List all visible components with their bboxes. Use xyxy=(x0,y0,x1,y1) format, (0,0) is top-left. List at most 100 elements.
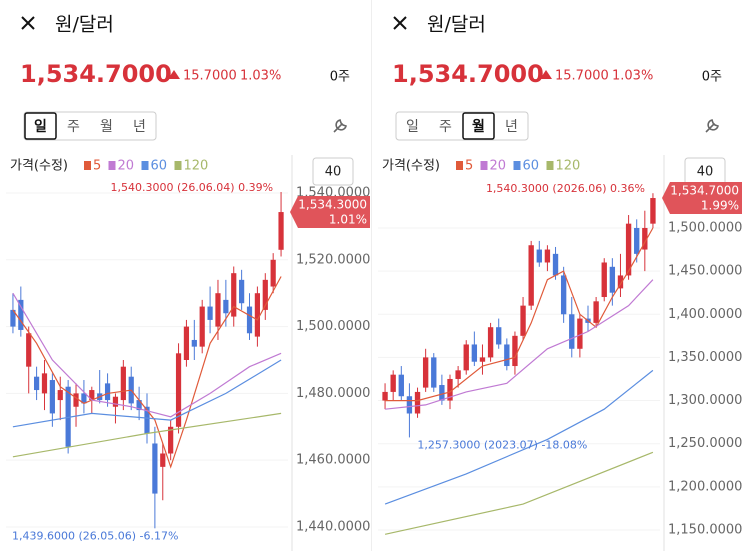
min-price-label: 1,257.3000 (2023.07) -18.08% xyxy=(417,438,587,451)
y-tick-label: 1,350.0000 xyxy=(668,350,742,365)
period-button[interactable]: 일 xyxy=(34,119,47,135)
candle-body xyxy=(382,391,388,401)
holdings: 0주 xyxy=(702,70,722,85)
price: 1,534.7000 xyxy=(20,60,172,88)
candle-body xyxy=(26,333,32,367)
candle-body xyxy=(512,335,518,367)
legend-label: 20 xyxy=(490,159,507,174)
period-button[interactable]: 주 xyxy=(67,119,80,135)
close-icon[interactable] xyxy=(393,16,407,30)
change-pct: 1.03% xyxy=(240,69,281,84)
settings-icon[interactable] xyxy=(705,119,719,133)
current-price-tag xyxy=(662,182,742,215)
zoom-box[interactable] xyxy=(312,157,354,186)
legend-swatch xyxy=(513,161,521,170)
candle-body xyxy=(642,227,648,250)
candle-body xyxy=(199,306,205,347)
candle-body xyxy=(215,293,221,327)
legend-swatch xyxy=(456,161,463,170)
candle-body xyxy=(136,400,142,411)
period-button[interactable]: 월 xyxy=(472,118,485,135)
candle-body xyxy=(246,306,253,334)
max-price-label: 1,540.3000 (2026.06) 0.36% xyxy=(486,182,645,195)
candle-body xyxy=(18,299,24,330)
moving-average-line xyxy=(385,227,654,402)
candle-body xyxy=(191,339,197,347)
candle-body xyxy=(390,374,396,392)
candle-body xyxy=(552,253,559,276)
min-price-label: 1,439.6000 (26.05.06) -6.17% xyxy=(12,529,178,542)
candle-body xyxy=(634,227,640,254)
candle-body xyxy=(81,393,87,404)
period-button[interactable]: 주 xyxy=(439,119,452,135)
candle-body xyxy=(609,266,616,293)
legend-label: 5 xyxy=(465,159,473,174)
candle-body xyxy=(33,376,40,391)
legend-swatch xyxy=(546,161,554,170)
y-tick-label: 1,500.0000 xyxy=(296,319,370,334)
title: 원/달러 xyxy=(55,14,114,36)
candle-body xyxy=(414,391,421,414)
current-price: 1,534.7000 xyxy=(670,184,739,198)
close-icon[interactable] xyxy=(21,16,35,30)
candle-body xyxy=(57,390,63,401)
y-tick-label: 1,250.0000 xyxy=(668,436,742,451)
candle-body xyxy=(447,378,453,401)
change: 15.7000 xyxy=(183,69,237,84)
y-tick-label: 1,200.0000 xyxy=(668,479,742,494)
candle-body xyxy=(398,374,404,397)
holdings: 0주 xyxy=(330,70,350,85)
legend-label: 120 xyxy=(184,159,209,174)
y-tick-label: 1,450.0000 xyxy=(668,264,742,279)
price: 1,534.7000 xyxy=(392,60,544,88)
candle-body xyxy=(49,380,55,414)
candle-body xyxy=(239,279,245,304)
period-active xyxy=(24,112,57,140)
legend-label: 5 xyxy=(93,159,101,174)
legend-swatch xyxy=(108,161,116,170)
period-button[interactable]: 월 xyxy=(100,119,113,135)
y-tick-label: 1,440.0000 xyxy=(296,519,370,534)
period-button[interactable]: 일 xyxy=(406,119,419,135)
moving-average-line xyxy=(384,369,654,505)
candle-body xyxy=(569,314,575,349)
y-tick-label: 1,300.0000 xyxy=(668,393,742,408)
zoom-label: 40 xyxy=(325,165,342,180)
legend-swatch xyxy=(480,161,488,170)
candle-body xyxy=(278,212,284,250)
period-button[interactable]: 년 xyxy=(133,119,146,135)
candle-body xyxy=(560,275,567,315)
settings-icon[interactable] xyxy=(333,119,347,133)
current-price-tag xyxy=(290,196,370,229)
candle-body xyxy=(422,357,429,388)
y-tick-label: 1,520.0000 xyxy=(296,252,370,267)
change: 15.7000 xyxy=(555,69,609,84)
y-tick-label: 1,500.0000 xyxy=(668,220,742,235)
legend-title: 가격(수정) xyxy=(10,159,68,174)
candle-body xyxy=(504,344,510,367)
legend-swatch xyxy=(84,161,91,170)
moving-average-line xyxy=(12,276,282,469)
candle-body xyxy=(593,301,599,323)
candle-body xyxy=(120,366,126,401)
candle-body xyxy=(183,326,190,360)
current-price: 1,534.3000 xyxy=(298,198,367,212)
candle-body xyxy=(112,396,119,407)
period-group xyxy=(23,111,157,141)
legend-label: 60 xyxy=(151,159,168,174)
candle-body xyxy=(10,309,16,327)
candle-body xyxy=(41,373,48,394)
candle-body xyxy=(463,344,469,371)
candle-body xyxy=(496,327,502,345)
legend-swatch xyxy=(141,161,149,170)
candle-body xyxy=(455,370,461,379)
candle-body xyxy=(160,453,166,467)
period-button[interactable]: 년 xyxy=(505,119,518,135)
moving-average-line xyxy=(12,412,282,458)
candle-body xyxy=(650,198,656,224)
y-tick-label: 1,480.0000 xyxy=(296,386,370,401)
candle-body xyxy=(439,385,445,401)
legend-title: 가격(수정) xyxy=(382,159,440,174)
candle-body xyxy=(104,383,111,401)
